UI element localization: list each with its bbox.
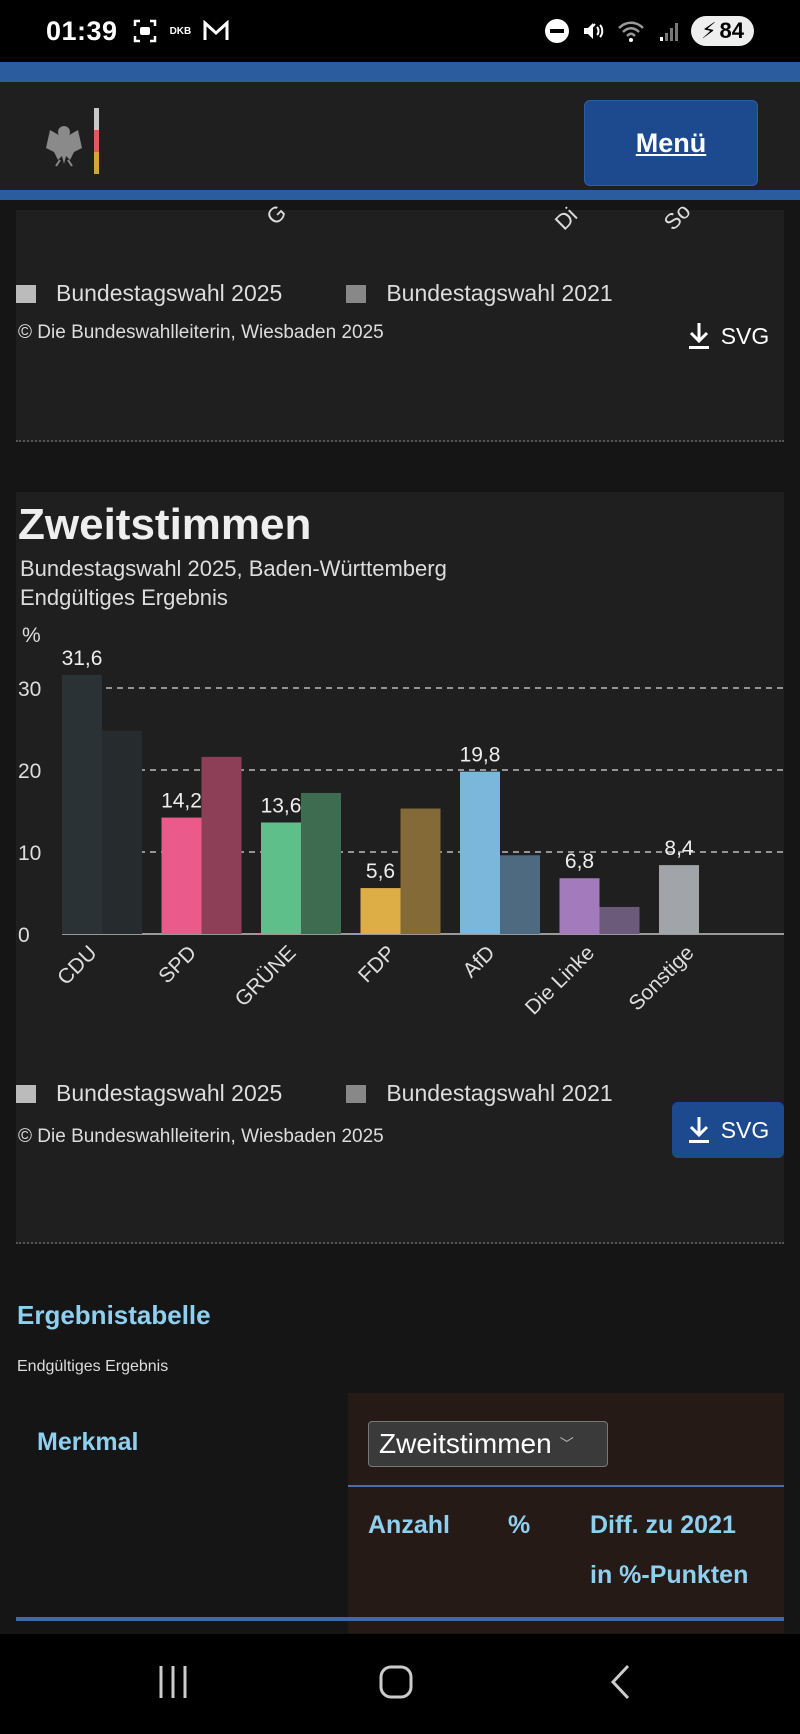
signal-icon — [660, 23, 679, 41]
site-header: Menü — [0, 82, 800, 200]
chart-subtitle: Bundestagswahl 2025, Baden-Württemberg — [20, 556, 447, 581]
x-tick-label: SPD — [154, 941, 201, 988]
data-label: 8,4 — [664, 837, 694, 860]
gmail-icon — [203, 20, 229, 40]
copyright: © Die Bundeswahlleiterin, Wiesbaden 2025 — [18, 322, 384, 343]
row-header-merkmal: Merkmal — [37, 1428, 139, 1456]
chart-status: Endgültiges Ergebnis — [20, 585, 228, 610]
x-label-fragment: Di — [549, 202, 583, 235]
bar-2025-grüne — [261, 822, 301, 934]
bar-2021-die-linke — [599, 906, 640, 934]
chevron-down-icon: ﹀ — [559, 1436, 574, 1452]
top-stripe — [0, 62, 800, 82]
bar-2021-cdu — [102, 730, 142, 934]
bar-2021-afd — [500, 855, 540, 934]
battery-icon: ⚡ 84 — [691, 16, 754, 46]
results-table-title: Ergebnistabelle — [17, 1300, 211, 1330]
previous-chart-card: G Di So Bundestagswahl 2025 Bundestagswa… — [16, 198, 784, 442]
copyright: © Die Bundeswahlleiterin, Wiesbaden 2025 — [18, 1126, 384, 1147]
y-tick-label: 0 — [18, 924, 30, 947]
y-tick-label: 20 — [18, 760, 41, 783]
legend-swatch — [346, 1084, 367, 1103]
battery-level: 84 — [719, 18, 744, 43]
x-tick-label: AfD — [459, 941, 500, 982]
wifi-icon — [618, 21, 644, 42]
x-tick-label: FDP — [354, 941, 400, 987]
column-header-percent[interactable]: % — [508, 1511, 531, 1539]
select-value: Zweitstimmen — [379, 1428, 552, 1459]
dnd-icon — [545, 19, 570, 43]
data-label: 19,8 — [460, 744, 501, 767]
data-label: 5,6 — [366, 860, 395, 883]
bar-2025-afd — [460, 771, 500, 934]
bar-2025-die-linke — [559, 878, 600, 934]
x-tick-label: GRÜNE — [231, 941, 301, 1011]
vote-type-select[interactable]: Zweitstimmen ﹀ — [368, 1421, 608, 1467]
column-header-diff-unit: in %-Punkten — [590, 1561, 749, 1589]
table-header-divider — [16, 1617, 784, 1621]
bundesadler-logo[interactable] — [40, 108, 104, 174]
zweitstimmen-chart-card: Zweitstimmen Bundestagswahl 2025, Baden-… — [16, 492, 784, 1244]
status-bar: 01:39 DKB ⚡ 84 — [0, 0, 800, 62]
column-header-anzahl[interactable]: Anzahl — [368, 1511, 450, 1539]
x-tick-label: Die Linke — [521, 941, 599, 1019]
home-icon[interactable] — [378, 1664, 414, 1700]
legend-swatch — [16, 284, 36, 303]
data-label: 14,2 — [161, 790, 202, 813]
download-icon — [688, 323, 709, 349]
y-tick-label: 10 — [18, 842, 41, 865]
data-label: 31,6 — [62, 647, 103, 670]
legend: Bundestagswahl 2025 Bundestagswahl 2021 — [16, 280, 677, 307]
bar-2025-sonstige — [659, 865, 699, 934]
x-tick-label: Sonstige — [624, 941, 698, 1015]
divider — [348, 1485, 784, 1487]
screenshot-icon — [133, 19, 156, 43]
data-label: 6,8 — [565, 850, 594, 873]
back-icon[interactable] — [608, 1664, 634, 1700]
dkb-icon: DKB — [169, 25, 192, 37]
bar-2021-spd — [201, 756, 242, 934]
legend-item-2025: Bundestagswahl 2025 — [16, 280, 282, 307]
data-label: 13,6 — [261, 794, 302, 817]
x-label-fragment: So — [658, 198, 696, 236]
download-svg-button[interactable]: SVG — [672, 308, 784, 364]
clock: 01:39 — [46, 15, 118, 46]
bar-2025-fdp — [360, 888, 401, 934]
column-header-diff[interactable]: Diff. zu 2021 — [590, 1511, 736, 1539]
y-tick-label: 30 — [18, 678, 41, 701]
chart-title: Zweitstimmen — [18, 500, 312, 549]
x-tick-label: CDU — [53, 941, 101, 989]
results-table-subtitle: Endgültiges Ergebnis — [17, 1358, 169, 1375]
mute-icon — [584, 23, 604, 39]
y-axis-unit: % — [22, 624, 41, 647]
x-label-fragment: G — [261, 199, 292, 230]
legend-item-2021: Bundestagswahl 2021 — [346, 1080, 613, 1107]
android-nav-bar — [0, 1634, 800, 1734]
bar-chart: % 0 10 20 30 31,6 14,2 13,6 5,6 19,8 6,8 8,4 CDU SP… — [18, 624, 784, 1019]
chart-legend: Bundestagswahl 2025 Bundestagswahl 2021 — [16, 1080, 677, 1107]
bar-2025-cdu — [62, 674, 102, 934]
menu-button[interactable]: Menü — [584, 100, 758, 186]
table-value-columns: Zweitstimmen ﹀ Anzahl % Diff. zu 2021 in… — [348, 1393, 784, 1633]
legend-swatch — [16, 1084, 36, 1103]
legend-item-2025: Bundestagswahl 2025 — [16, 1080, 282, 1107]
download-svg-button[interactable]: SVG — [672, 1102, 784, 1158]
bar-2025-spd — [161, 817, 202, 934]
download-icon — [688, 1117, 709, 1143]
legend-item-2021: Bundestagswahl 2021 — [346, 280, 613, 307]
bar-2021-grüne — [301, 792, 341, 934]
recent-apps-icon[interactable] — [156, 1664, 190, 1700]
bar-2021-fdp — [400, 808, 441, 934]
legend-swatch — [346, 284, 367, 303]
